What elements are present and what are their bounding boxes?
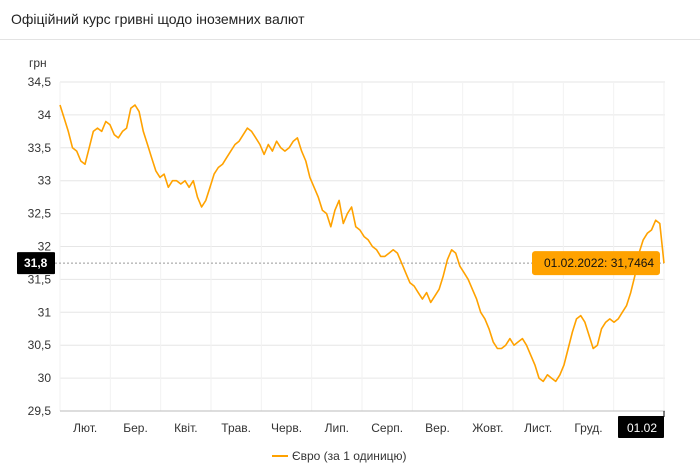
series-line-euro <box>59 104 665 383</box>
tooltip: 01.02.2022: 31,7464 <box>532 251 660 276</box>
current-value-badge-text: 31,8 <box>24 256 48 270</box>
axes: грн <box>29 56 665 417</box>
x-end-badge-text: 01.02 <box>627 421 657 435</box>
x-tick-label: Серп. <box>371 421 403 435</box>
y-axis-unit-label: грн <box>29 56 47 70</box>
y-tick-label: 30 <box>38 371 52 385</box>
x-tick-label: Лют. <box>73 421 97 435</box>
x-tick-label: Трав. <box>221 421 251 435</box>
x-tick-label: Лист. <box>524 421 552 435</box>
y-tick-label: 31 <box>38 305 52 319</box>
y-tick-labels: 29,5 30 30,5 31 31,5 32 32,5 33 33,5 34 34,5 <box>28 75 52 418</box>
x-tick-label: Вер. <box>425 421 450 435</box>
y-tick-label: 33,5 <box>28 141 52 155</box>
current-value-badge: 31,8 <box>17 252 55 275</box>
y-tick-label: 32,5 <box>28 207 52 221</box>
current-value-badge-bg <box>17 252 55 275</box>
y-tick-label: 29,5 <box>28 404 52 418</box>
y-tick-label: 31,5 <box>28 272 52 286</box>
y-tick-label: 34,5 <box>28 75 52 89</box>
legend[interactable]: Євро (за 1 одиницю) <box>272 449 407 463</box>
tooltip-text: 01.02.2022: 31,7464 <box>544 256 654 270</box>
x-tick-label: Бер. <box>123 421 148 435</box>
x-end-badge-bg <box>618 416 664 438</box>
y-tick-label: 34 <box>38 108 52 122</box>
grid <box>59 81 665 411</box>
legend-label[interactable]: Євро (за 1 одиницю) <box>292 449 407 463</box>
page-title: Офіційний курс гривні щодо іноземних вал… <box>11 11 305 27</box>
y-tick-label: 32 <box>38 240 52 254</box>
page-header: Офіційний курс гривні щодо іноземних вал… <box>0 0 700 40</box>
y-tick-label: 30,5 <box>28 338 52 352</box>
tooltip-bg <box>532 251 660 276</box>
x-tick-label: Жовт. <box>472 421 503 435</box>
x-end-badge: 01.02 <box>618 416 664 438</box>
x-tick-labels: Лют. Бер. Квіт. Трав. Черв. Лип. Серп. Вер. Жовт… <box>73 421 603 435</box>
x-tick-label: Груд. <box>574 421 602 435</box>
y-tick-label: 33 <box>38 174 52 188</box>
x-tick-label: Квіт. <box>174 421 198 435</box>
x-tick-label: Лип. <box>325 421 349 435</box>
x-tick-label: Черв. <box>271 421 302 435</box>
